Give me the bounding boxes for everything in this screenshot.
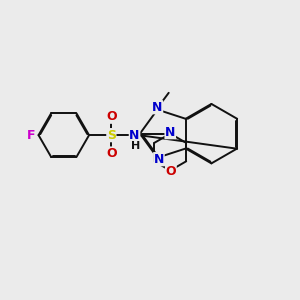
Text: H: H (130, 140, 140, 151)
Text: N: N (154, 153, 164, 166)
Text: F: F (26, 129, 35, 142)
Text: O: O (106, 147, 117, 160)
Text: O: O (166, 166, 176, 178)
Text: N: N (129, 129, 140, 142)
Text: O: O (106, 110, 117, 123)
Text: N: N (152, 101, 163, 114)
Text: S: S (107, 129, 116, 142)
Text: N: N (165, 126, 175, 139)
